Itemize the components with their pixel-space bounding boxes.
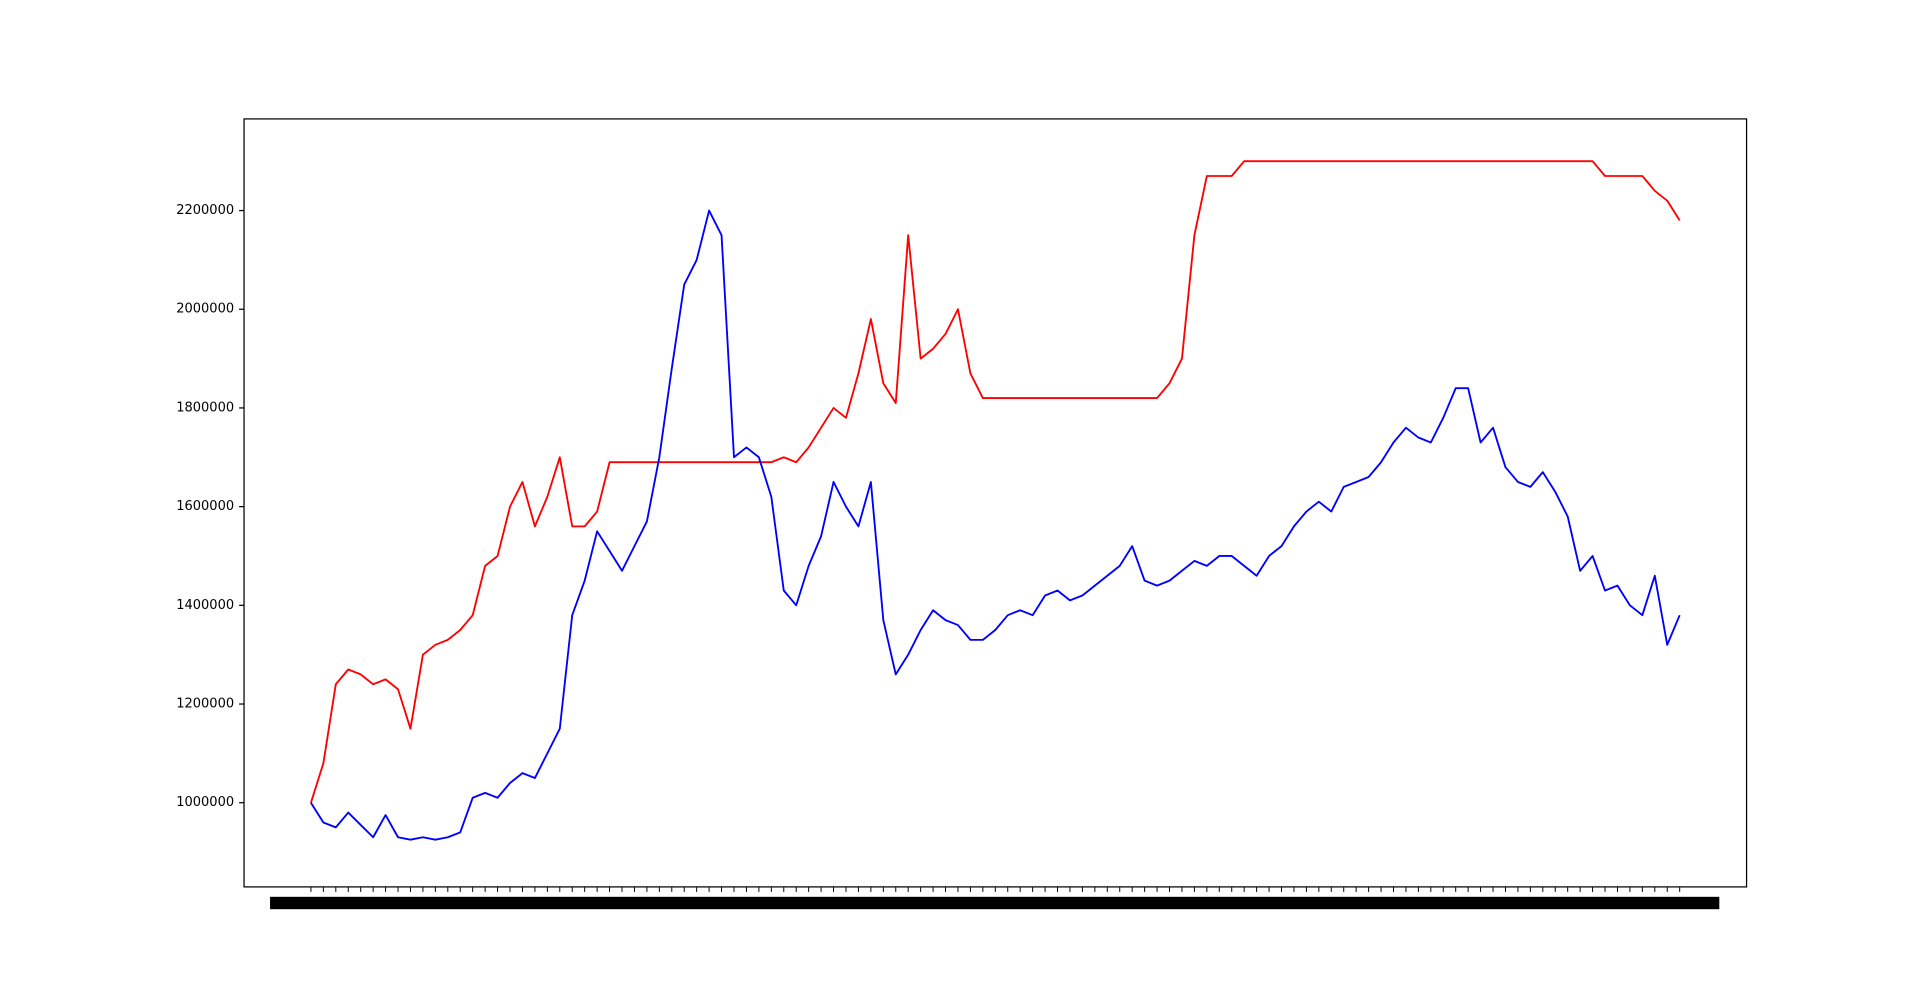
series-line xyxy=(310,160,1681,804)
series-line xyxy=(310,209,1681,841)
y-tick-label: 1400000 xyxy=(176,598,234,613)
plot-frame xyxy=(243,118,1748,888)
y-tick-label: 1000000 xyxy=(176,795,234,810)
x-label-smear xyxy=(270,896,1720,910)
y-tick-label: 1600000 xyxy=(176,499,234,514)
y-tick-label: 1200000 xyxy=(176,697,234,712)
y-tick-label: 2200000 xyxy=(176,203,234,218)
y-tick-label: 2000000 xyxy=(176,302,234,317)
y-tick-label: 1800000 xyxy=(176,400,234,415)
